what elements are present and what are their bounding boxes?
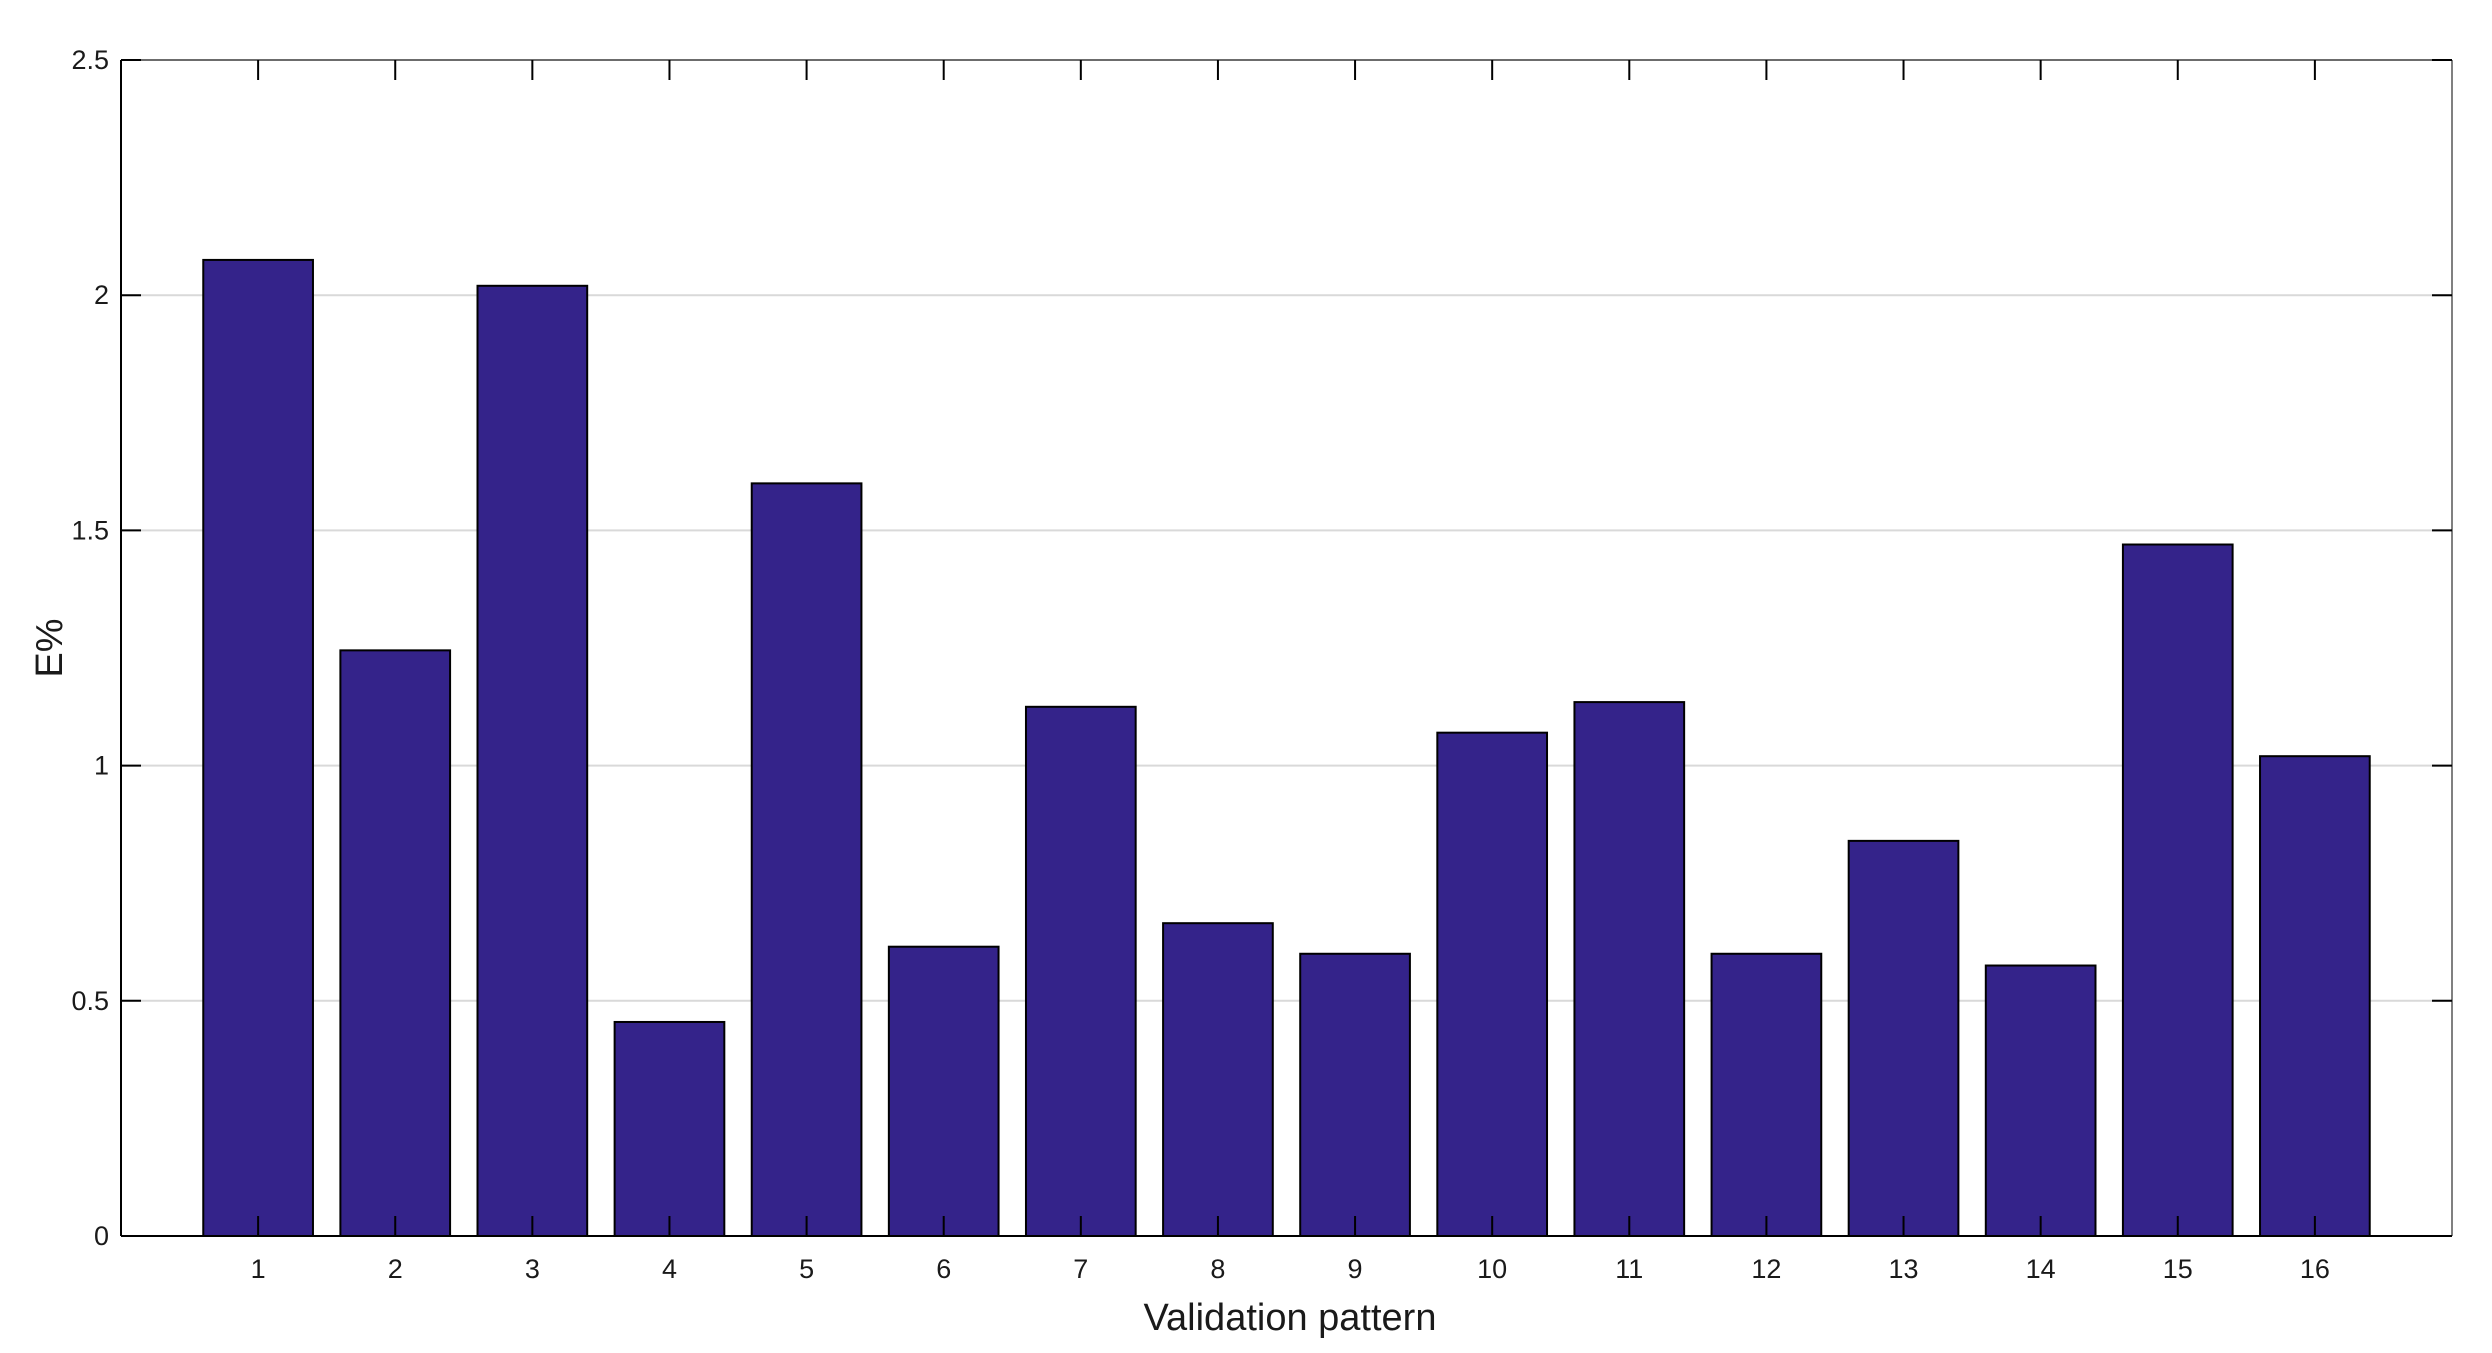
label-layer: Validation pattern E% xyxy=(29,618,1436,1339)
x-tick-label-2: 2 xyxy=(388,1254,403,1284)
bar-5 xyxy=(750,482,863,1237)
bar-11 xyxy=(1573,701,1686,1237)
y-tick-label-4: 2 xyxy=(94,280,109,310)
x-tick-label-13: 13 xyxy=(1889,1254,1919,1284)
bar-6 xyxy=(887,945,1000,1237)
x-tick-label-3: 3 xyxy=(525,1254,540,1284)
y-axis-label: E% xyxy=(29,618,71,677)
bar-14 xyxy=(1984,964,2097,1238)
x-tick-label-1: 1 xyxy=(251,1254,266,1284)
bar-13 xyxy=(1847,839,1960,1237)
y-tick-label-0: 0 xyxy=(94,1221,109,1251)
bar-2 xyxy=(339,649,452,1237)
bar-9 xyxy=(1299,952,1411,1237)
x-tick-label-7: 7 xyxy=(1073,1254,1088,1284)
x-axis-label: Validation pattern xyxy=(1144,1297,1437,1339)
x-tick-label-4: 4 xyxy=(662,1254,677,1284)
bar-3 xyxy=(476,284,589,1237)
bar-8 xyxy=(1162,922,1274,1238)
x-tick-label-14: 14 xyxy=(2026,1254,2056,1284)
bar-7 xyxy=(1024,705,1137,1237)
y-tick-label-2: 1 xyxy=(94,751,109,781)
grid-layer xyxy=(121,59,2452,1002)
y-tick-label-5: 2.5 xyxy=(71,45,109,75)
bar-12 xyxy=(1710,952,1823,1237)
bar-1 xyxy=(202,258,314,1238)
x-tick-label-8: 8 xyxy=(1210,1254,1225,1284)
x-tick-label-16: 16 xyxy=(2300,1254,2330,1284)
bar-layer xyxy=(202,258,2371,1238)
bar-4 xyxy=(613,1020,726,1238)
y-tick-label-3: 1.5 xyxy=(71,515,109,545)
bar-16 xyxy=(2259,755,2371,1238)
x-tick-label-10: 10 xyxy=(1477,1254,1507,1284)
x-tick-label-15: 15 xyxy=(2163,1254,2193,1284)
y-tick-label-1: 0.5 xyxy=(71,986,109,1016)
bar-10 xyxy=(1436,731,1549,1237)
bar-15 xyxy=(2121,543,2234,1237)
x-tick-label-6: 6 xyxy=(936,1254,951,1284)
x-tick-label-12: 12 xyxy=(1751,1254,1781,1284)
x-tick-label-5: 5 xyxy=(799,1254,814,1284)
x-tick-label-9: 9 xyxy=(1348,1254,1363,1284)
x-tick-label-11: 11 xyxy=(1615,1254,1643,1284)
